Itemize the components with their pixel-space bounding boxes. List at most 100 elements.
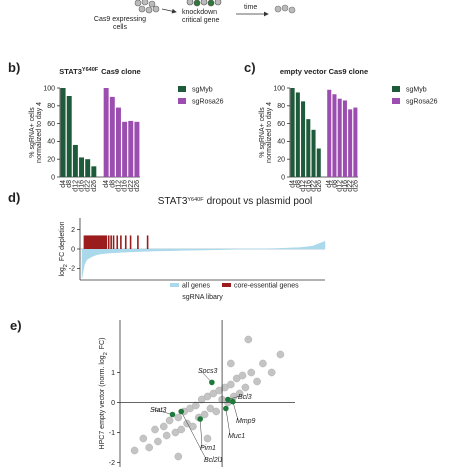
point [162,431,171,440]
bar [72,144,78,177]
bar [295,92,300,177]
y-axis-label: log2 FC depletion [59,221,69,276]
bar [353,107,358,177]
legend-swatch [222,283,231,287]
highlight-point [225,396,231,403]
point [238,371,247,380]
x-tick-label: d4 [60,180,67,188]
arrow [161,8,177,14]
bar [60,88,66,177]
legend-label: sgMyb [192,87,213,94]
bar [290,88,295,177]
y-tick-label: 80 [47,103,55,110]
x-tick-label: d16 [342,180,349,192]
point [145,443,153,452]
y-tick-label: 100 [43,85,55,92]
leader [199,369,213,383]
point [151,425,159,434]
point [154,437,162,446]
panel-label: d) [8,190,20,205]
point [212,407,221,416]
point [227,380,235,389]
leader [232,401,239,421]
highlight-point [230,398,236,405]
y-tick-label: 40 [277,139,285,146]
y-tick-label: 60 [277,121,285,128]
bar [91,166,97,177]
area [81,240,326,279]
y-tick-label: 0 [51,174,55,181]
chart-title-part: STAT3 [158,196,188,207]
chart-title-part: Y640F [82,67,99,73]
chart-title-part: empty vector Cas9 clone [280,67,368,76]
cell-cluster-knockdown [186,0,222,7]
bar [306,119,311,177]
bar [348,109,353,177]
legend-label: sgRosa26 [192,99,224,106]
gene-label: Pim1 [200,445,216,452]
y-tick-label: 1 [111,370,115,377]
point [253,377,261,386]
bar [115,107,121,177]
schematic-label: Cas9 expressing [94,16,146,23]
x-tick-label: d4 [290,180,297,188]
chart-title-part: STAT3 [59,67,82,76]
bar [66,96,72,177]
chart-title: STAT3Y640F dropout vs plasmid pool [158,196,312,207]
bar [128,120,134,177]
x-tick-label: d8 [295,180,302,188]
x-tick-label: d12 [72,180,79,192]
point [130,446,139,455]
legend-label: sgRosa26 [406,99,438,106]
legend-label: core-essential genes [234,283,299,290]
bar [342,100,347,177]
x-tick-label: d16 [122,180,129,192]
y-tick-label: -1 [109,430,115,437]
highlight-point [178,408,185,415]
point [203,434,212,443]
leader [199,418,203,448]
y-tick-label: 20 [277,157,285,164]
point [276,350,285,359]
point [165,416,174,425]
legend-label: all genes [182,283,211,290]
schematic-label: knockdown [182,9,217,16]
y-axis-label-part: FC) [99,338,106,350]
gene-label: Socs3 [198,368,218,375]
bar [311,129,316,177]
x-tick-label: d4 [103,180,110,188]
gene-label: Mmp9 [236,418,256,425]
leader [225,408,231,436]
y-axis-label: HPC7 empty vector (norm. log2 FC) [99,338,109,450]
schematic-label: time [244,4,257,11]
y-tick-label: 0 [111,400,115,407]
x-tick-label: d12 [337,180,344,192]
bar [332,94,337,177]
point [235,389,244,398]
legend-swatch [392,86,400,92]
x-tick-label: d16 [79,180,86,192]
x-tick-label: d26 [91,180,98,192]
y-axis-label-part: 2 [63,264,69,267]
legend-label: sgMyb [406,87,427,94]
chart-title-part: Cas9 clone [101,67,141,76]
bar [337,98,342,177]
bar [85,159,91,177]
point [174,413,183,422]
y-tick-label: 0 [281,174,285,181]
y-tick-label: -2 [109,460,115,467]
x-tick-label: d12 [115,180,122,192]
chart-title-part: Y640F [187,197,204,203]
panel-label: c) [244,60,256,75]
x-tick-label: d8 [109,180,116,188]
chart-title: empty vector Cas9 clone [280,67,368,76]
y-tick-label: -2 [69,266,75,273]
cell-cluster-late [274,4,296,14]
schematic-label: critical gene [182,17,219,24]
bar [103,88,109,177]
bar [79,157,85,177]
x-tick-label: d8 [66,180,73,188]
point [244,335,253,344]
y-axis-label: % sgRNA+ cells [259,107,266,158]
